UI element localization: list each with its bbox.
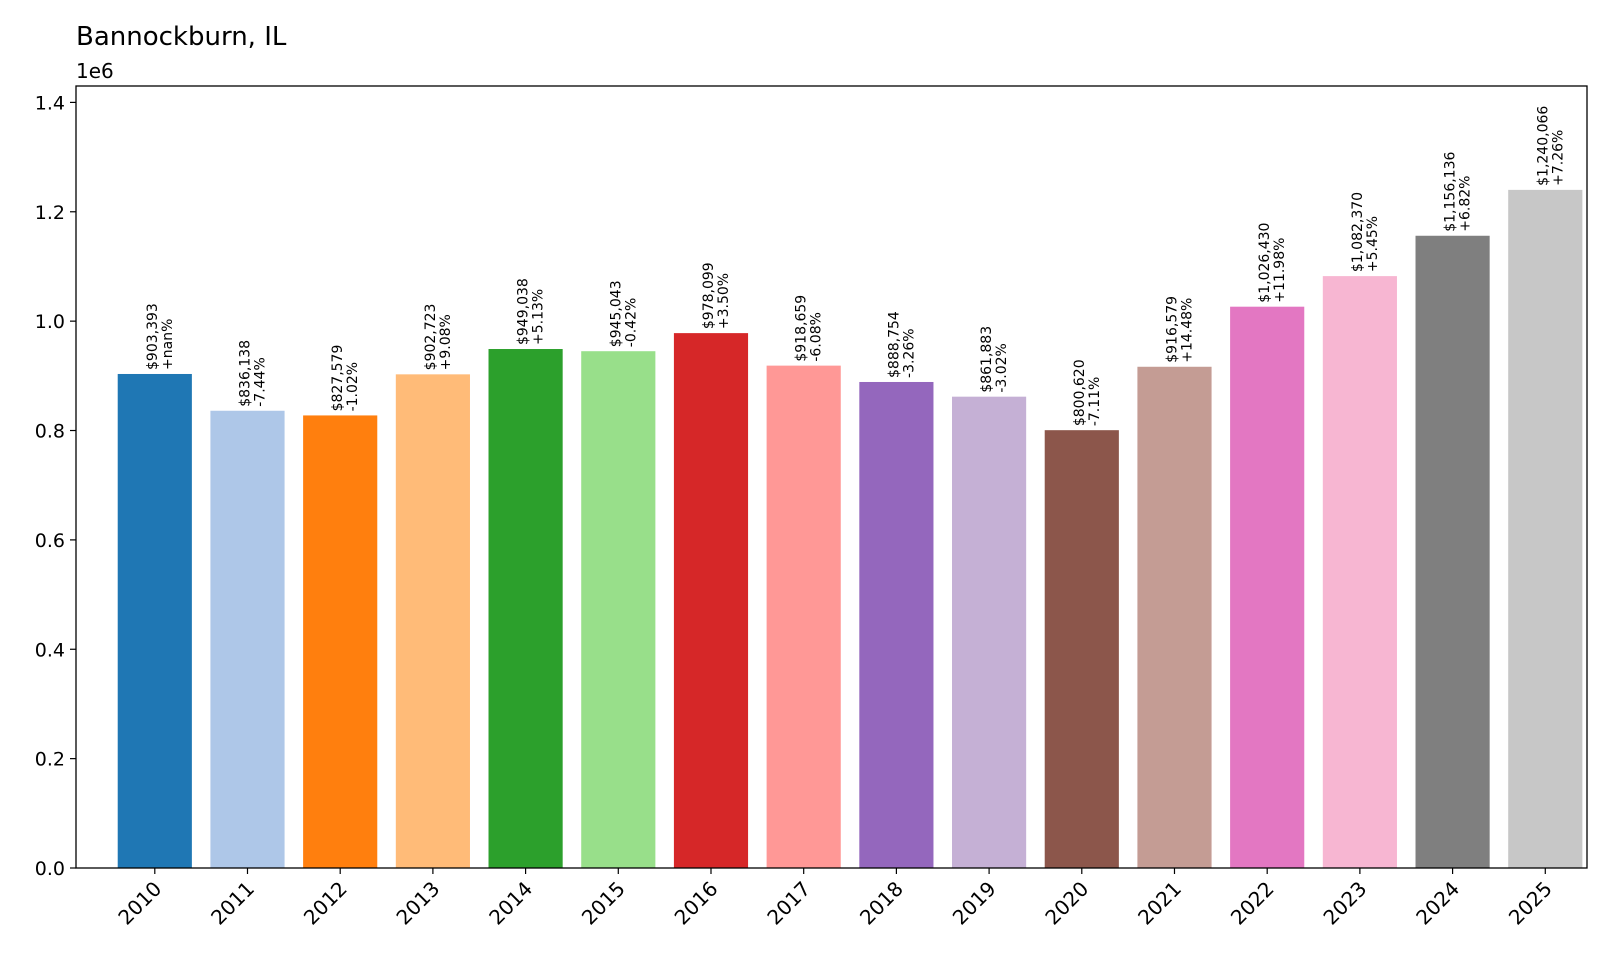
bar-change-label: +9.08% [438,314,454,370]
x-tick-label: 2019 [948,877,1001,930]
bar-2020 [1044,430,1119,868]
x-tick-label: 2016 [670,877,723,930]
bar-price-label: $918,659 [794,295,810,362]
x-tick-label: 2024 [1411,877,1464,930]
bar-value-label: $827,579-1.02% [330,345,361,412]
x-tick-label: 2017 [762,877,815,930]
bar-change-label: -3.26% [901,328,917,378]
bar-price-label: $1,240,066 [1535,106,1551,186]
bar-price-label: $1,026,430 [1257,223,1273,303]
x-tick-label: 2011 [206,877,259,930]
bar-2025 [1508,189,1583,868]
bar-price-label: $916,579 [1164,296,1180,363]
bar-price-label: $861,883 [979,326,995,393]
bar-value-label: $949,038+5.13% [516,278,547,345]
bar-price-label: $827,579 [330,345,346,412]
bar-value-label: $918,659-6.08% [794,295,825,362]
bar-value-label: $1,240,066+7.26% [1535,106,1566,186]
x-tick-label: 2025 [1504,877,1557,930]
x-tick-label: 2020 [1040,877,1093,930]
x-tick-label: 2018 [855,877,908,930]
chart-title: Bannockburn, IL [76,22,287,52]
bar-change-label: +3.50% [716,273,732,329]
plot-frame [75,85,1588,869]
bar-change-label: +7.26% [1550,130,1566,186]
bar-2013 [395,374,470,868]
x-tick-label: 2021 [1133,877,1186,930]
x-tick-label: 2015 [577,877,630,930]
bar-value-label: $1,156,136+6.82% [1443,152,1474,232]
bar-price-label: $978,099 [701,262,717,329]
bar-value-label: $978,099+3.50% [701,262,732,329]
bar-change-label: +5.13% [531,289,547,345]
bar-value-label: $1,026,430+11.98% [1257,223,1288,303]
bar-2023 [1322,276,1397,869]
bar-price-label: $902,723 [423,304,439,371]
bar-value-label: $861,883-3.02% [979,326,1010,393]
bar-2011 [210,410,285,868]
bar-2014 [488,349,563,868]
y-tick-label: 0.8 [35,421,65,443]
bar-change-label: -3.02% [994,343,1010,393]
bar-2015 [581,351,656,868]
bar-change-label: -7.44% [252,357,268,407]
x-axis: 2010 2011 2012 2013 2014 2015 2016 2017 2018 2019… [113,868,1557,930]
bar-change-label: -0.42% [623,298,639,348]
bar-value-label: $888,754-3.26% [886,311,917,378]
bar-change-label: -7.11% [1087,377,1103,427]
y-tick-label: 0.6 [35,530,65,552]
bar-value-label: $916,579+14.48% [1164,296,1195,363]
bar-price-label: $836,138 [237,340,253,407]
x-tick-label: 2014 [484,877,537,930]
bar-price-label: $945,043 [608,280,624,347]
bar-price-label: $888,754 [886,311,902,378]
bars-group [117,189,1583,869]
bar-change-label: -6.08% [809,312,825,362]
bar-value-label: $800,620-7.11% [1072,359,1103,426]
bar-price-label: $1,156,136 [1443,152,1459,232]
bar-value-label: $836,138-7.44% [237,340,268,407]
bar-2016 [673,333,749,868]
y-tick-label: 1.2 [35,202,65,224]
bar-2017 [766,365,841,868]
bar-2021 [1137,366,1212,868]
bar-change-label: -1.02% [345,362,361,412]
y-tick-label: 1.4 [35,92,65,114]
bar-value-label: $945,043-0.42% [608,280,639,347]
bar-2018 [859,381,934,868]
y-tick-label: 1.0 [35,311,65,333]
bar-change-label: +nan% [160,319,176,370]
bar-value-label: $1,082,370+5.45% [1350,192,1381,272]
bar-price-label: $800,620 [1072,359,1088,426]
x-tick-label: 2010 [113,877,166,930]
bar-change-label: +14.48% [1179,298,1195,363]
y-axis-offset-label: 1e6 [76,59,114,83]
bar-labels-group: $903,393+nan% $836,138-7.44% $827,579-1.02… [145,106,1566,427]
y-tick-label: 0.0 [35,858,65,880]
bar-change-label: +5.45% [1365,216,1381,272]
x-tick-label: 2013 [391,877,444,930]
bar-price-label: $1,082,370 [1350,192,1366,272]
x-tick-label: 2012 [299,877,352,930]
bar-value-label: $902,723+9.08% [423,304,454,371]
bar-2010 [117,373,192,868]
x-tick-label: 2023 [1318,877,1371,930]
x-tick-label: 2022 [1226,877,1279,930]
y-axis: 0.0 0.2 0.4 0.6 0.8 1.0 1.2 1.4 [35,92,76,880]
y-tick-label: 0.2 [35,749,65,771]
bar-2019 [952,396,1027,868]
bar-2012 [303,415,378,868]
bar-change-label: +11.98% [1272,238,1288,303]
bar-2022 [1230,306,1305,869]
y-tick-label: 0.4 [35,639,65,661]
bar-price-label: $903,393 [145,303,161,370]
bar-change-label: +6.82% [1458,176,1474,232]
bar-2024 [1415,235,1490,868]
bar-price-label: $949,038 [516,278,532,345]
bar-value-label: $903,393+nan% [145,303,176,370]
